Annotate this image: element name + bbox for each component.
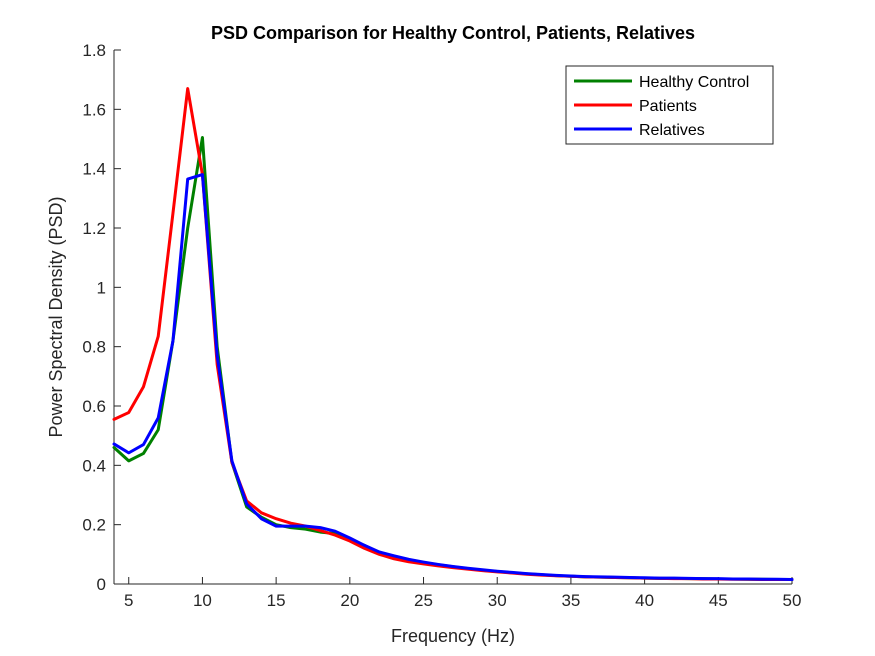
x-tick-label: 20 xyxy=(340,591,359,610)
chart-title: PSD Comparison for Healthy Control, Pati… xyxy=(211,23,695,43)
legend: Healthy Control Patients Relatives xyxy=(565,65,774,145)
series-line-relatives xyxy=(112,173,794,582)
x-tick-label: 25 xyxy=(414,591,433,610)
x-tick-label: 30 xyxy=(488,591,507,610)
x-tick-label: 10 xyxy=(193,591,212,610)
x-tick-label: 15 xyxy=(267,591,286,610)
legend-label-relatives: Relatives xyxy=(639,122,705,139)
x-tick-label: 50 xyxy=(783,591,802,610)
y-tick-label: 0.6 xyxy=(82,397,106,416)
y-tick-label: 1.2 xyxy=(82,219,106,238)
x-tick-label: 5 xyxy=(124,591,133,610)
legend-label-healthy-control: Healthy Control xyxy=(639,74,749,91)
x-tick-label: 35 xyxy=(561,591,580,610)
y-tick-label: 0.2 xyxy=(82,516,106,535)
x-tick-label: 40 xyxy=(635,591,654,610)
legend-label-patients: Patients xyxy=(639,98,697,115)
y-tick-label: 0 xyxy=(97,575,106,594)
y-tick-label: 1.4 xyxy=(82,160,106,179)
y-tick-label: 1 xyxy=(97,278,106,297)
y-tick-label: 1.8 xyxy=(82,41,106,60)
y-tick-label: 0.8 xyxy=(82,338,106,357)
y-tick-label: 0.4 xyxy=(82,456,106,475)
x-axis-label: Frequency (Hz) xyxy=(391,626,515,646)
y-tick-label: 1.6 xyxy=(82,100,106,119)
y-axis-label: Power Spectral Density (PSD) xyxy=(46,196,66,437)
x-tick-label: 45 xyxy=(709,591,728,610)
